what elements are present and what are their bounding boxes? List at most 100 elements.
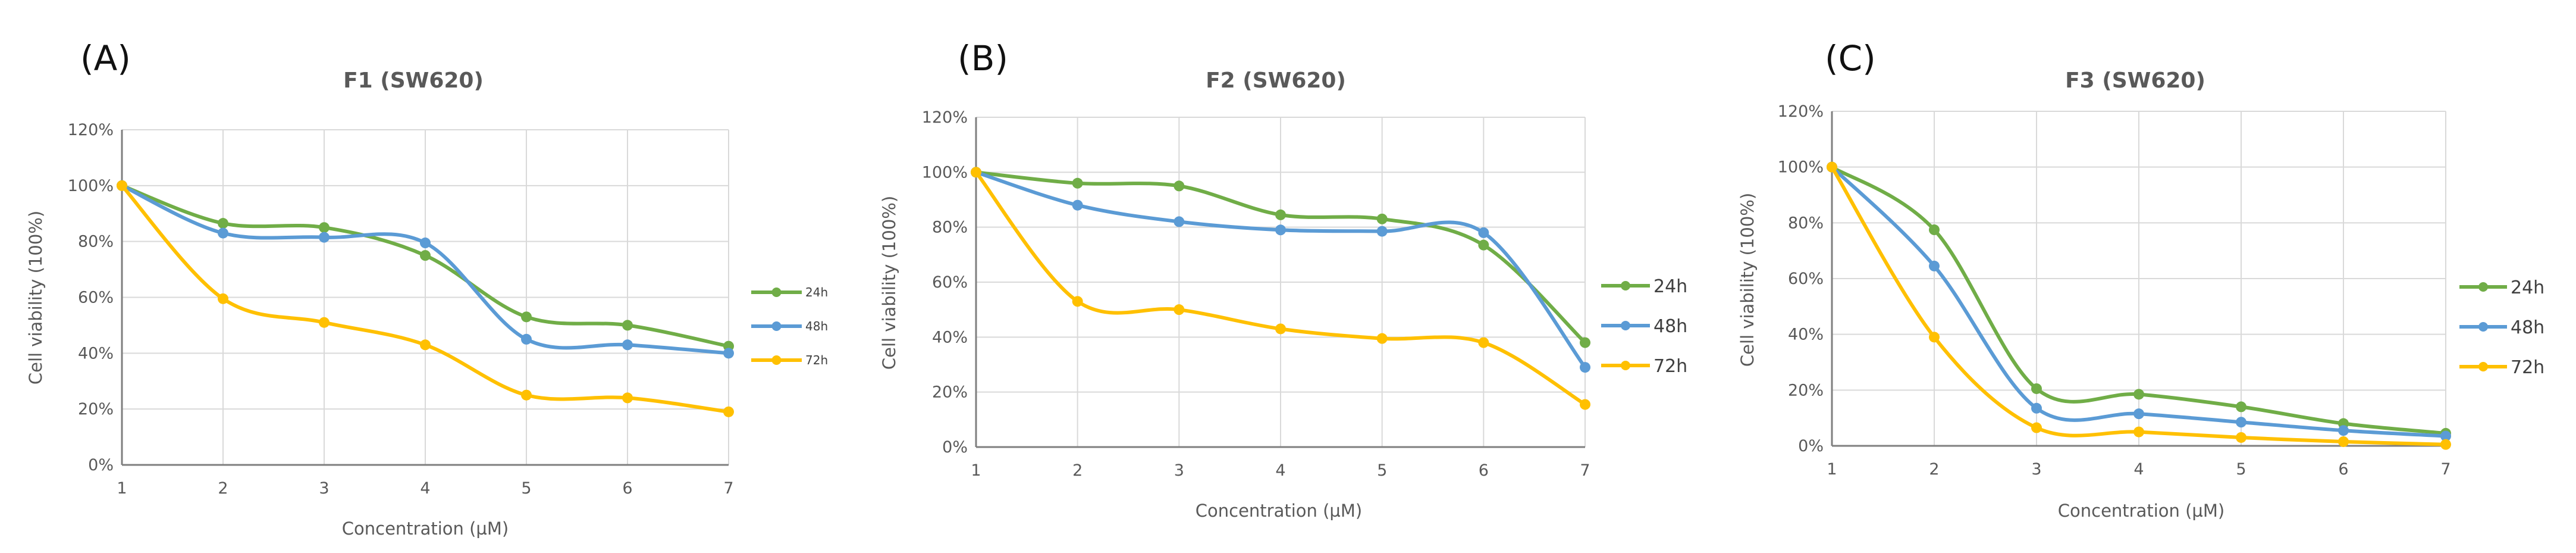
y-tick-label: 20% (1788, 381, 1824, 399)
y-tick-label: 0% (1798, 437, 1824, 455)
data-point-marker (521, 333, 532, 345)
y-tick-label: 60% (1788, 270, 1824, 288)
data-point-marker (1580, 362, 1590, 373)
x-tick-label: 5 (2236, 460, 2246, 479)
data-point-marker (117, 180, 127, 191)
data-point-marker (2031, 402, 2042, 414)
data-point-marker (1174, 304, 1185, 315)
legend-marker-icon (1621, 321, 1630, 330)
data-point-marker (420, 339, 431, 351)
x-tick-label: 4 (2133, 460, 2144, 479)
data-point-marker (2236, 417, 2246, 428)
y-tick-label: 40% (78, 344, 114, 363)
data-point-marker (971, 167, 981, 178)
y-tick-labels: 0% 20% 40% 60% 80% 100% 120% (1778, 102, 1824, 455)
data-point-marker (1478, 337, 1489, 348)
x-axis-title: Concentration (µM) (342, 518, 509, 539)
y-tick-labels: 0% 20% 40% 60% 80% 100% 120% (922, 108, 968, 457)
data-point-marker (1072, 296, 1083, 307)
data-point-marker (1478, 239, 1489, 251)
panel-label: (A) (80, 38, 131, 79)
data-point-marker (319, 232, 330, 243)
data-point-marker (1174, 180, 1185, 192)
data-point-marker (1376, 213, 1388, 224)
data-point-marker (1072, 199, 1083, 211)
x-tick-label: 7 (2440, 460, 2451, 479)
legend-label: 48h (805, 319, 828, 333)
x-tick-label: 6 (2338, 460, 2348, 479)
gridlines (1831, 111, 2446, 447)
series-lines (1827, 161, 2451, 450)
data-point-marker (2236, 432, 2246, 443)
legend-item-72h: 72h (2459, 357, 2544, 378)
legend-label: 24h (2511, 277, 2544, 298)
x-tick-label: 2 (218, 479, 228, 498)
x-tick-labels: 1 2 3 4 5 6 7 (117, 479, 733, 498)
x-tick-label: 1 (971, 461, 981, 480)
legend: 24h 48h 72h (1601, 276, 1687, 377)
legend-label: 72h (2511, 357, 2544, 378)
legend-marker-icon (771, 355, 782, 365)
legend-item-24h: 24h (751, 285, 828, 299)
data-point-marker (2440, 430, 2451, 442)
data-point-marker (2133, 426, 2144, 438)
x-tick-label: 1 (1827, 460, 1837, 479)
legend: 24h 48h 72h (2459, 277, 2544, 378)
x-axis-title: Concentration (µM) (1196, 501, 1362, 521)
y-tick-label: 120% (68, 121, 114, 139)
legend-marker-icon (1621, 361, 1630, 370)
data-point-marker (218, 293, 228, 304)
x-tick-label: 5 (1377, 461, 1387, 480)
y-tick-label: 100% (1778, 158, 1824, 177)
legend-label: 72h (805, 353, 828, 367)
data-point-marker (218, 218, 228, 229)
data-point-marker (1275, 209, 1286, 220)
data-point-marker (1580, 337, 1590, 348)
x-tick-label: 3 (2031, 460, 2041, 479)
y-tick-label: 40% (932, 328, 968, 346)
data-point-marker (420, 250, 431, 261)
data-point-marker (723, 348, 734, 359)
y-tick-label: 120% (1778, 102, 1824, 121)
data-point-marker (218, 227, 228, 239)
y-tick-label: 80% (932, 218, 968, 237)
data-point-marker (622, 392, 633, 404)
x-tick-label: 7 (1580, 461, 1590, 480)
data-point-marker (420, 238, 431, 249)
legend-label: 72h (1653, 356, 1687, 377)
chart-title: F3 (SW620) (2065, 68, 2205, 93)
y-tick-label: 100% (922, 163, 968, 182)
x-tick-labels: 1 2 3 4 5 6 7 (1827, 460, 2451, 479)
data-point-marker (521, 389, 532, 401)
series-lines (971, 167, 1590, 410)
data-point-marker (2338, 425, 2349, 436)
x-tick-labels: 1 2 3 4 5 6 7 (971, 461, 1590, 480)
data-point-marker (1478, 227, 1489, 238)
data-point-marker (1376, 226, 1388, 237)
y-tick-label: 20% (932, 383, 968, 402)
gridlines (121, 129, 729, 466)
legend-marker-icon (771, 321, 782, 331)
data-point-marker (2133, 408, 2144, 420)
y-axis-title: Cell viability (100%) (879, 196, 899, 370)
legend-label: 24h (805, 285, 828, 299)
chart-title: F1 (SW620) (343, 68, 484, 93)
chart-panel-b: (B) F2 (SW620) 0% 20% 40% 60% 80% 100% 120% 1 2… (879, 38, 1687, 521)
data-point-marker (319, 222, 330, 233)
gridlines (975, 117, 1586, 448)
panel-label: (C) (1825, 38, 1876, 79)
legend-item-24h: 24h (2459, 277, 2544, 298)
y-tick-label: 80% (1788, 214, 1824, 232)
data-point-marker (723, 406, 734, 417)
data-point-marker (622, 320, 633, 331)
x-axis-title: Concentration (µM) (2058, 501, 2224, 521)
data-point-marker (1376, 333, 1388, 344)
x-tick-label: 6 (622, 479, 632, 498)
data-point-marker (2236, 401, 2246, 413)
x-tick-label: 6 (1479, 461, 1489, 480)
data-point-marker (1072, 177, 1083, 189)
y-tick-label: 60% (932, 273, 968, 292)
data-point-marker (2031, 422, 2042, 433)
x-tick-label: 3 (1174, 461, 1184, 480)
